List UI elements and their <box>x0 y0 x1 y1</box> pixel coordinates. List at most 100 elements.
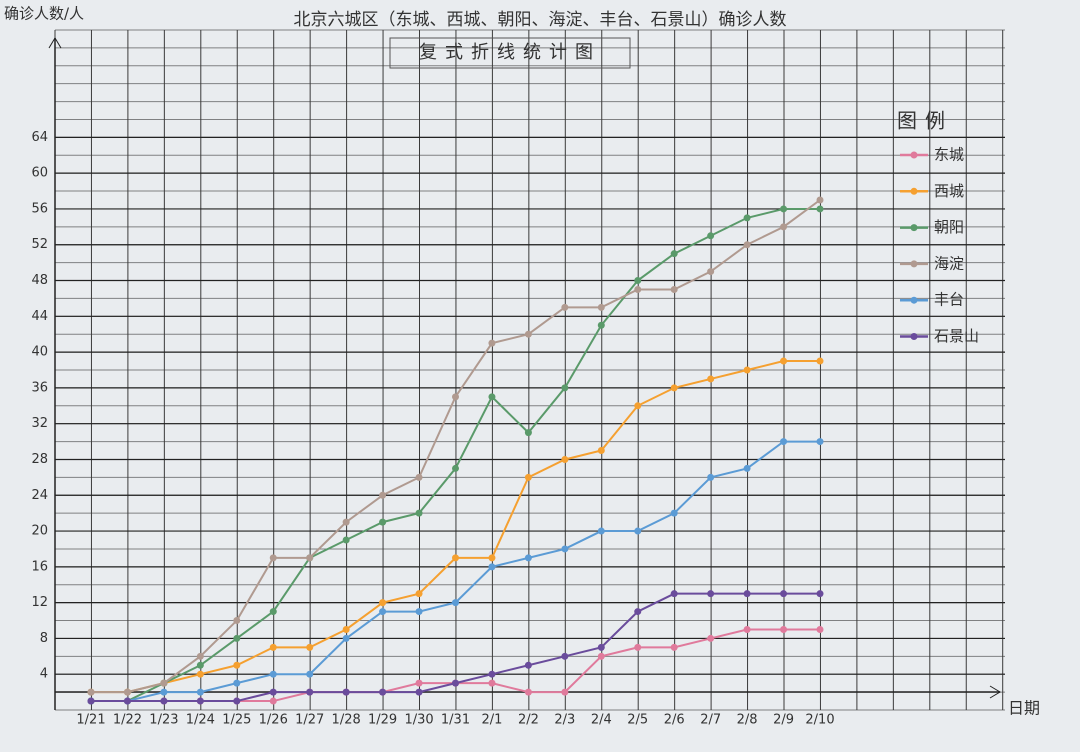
x-tick-label: 2/8 <box>737 713 758 728</box>
data-point <box>816 357 824 365</box>
data-point <box>306 554 314 562</box>
data-point <box>452 599 459 607</box>
y-tick-label: 8 <box>40 631 48 646</box>
data-point <box>670 509 678 517</box>
data-point <box>634 527 642 535</box>
data-point <box>415 590 423 598</box>
data-point <box>780 590 788 598</box>
data-point <box>488 554 496 562</box>
data-point <box>342 688 350 696</box>
chart-subtitle: 复式折线统计图 <box>419 42 601 63</box>
x-tick-label: 1/29 <box>368 713 397 728</box>
x-tick-label: 1/26 <box>259 713 288 728</box>
y-tick-label: 64 <box>31 130 48 145</box>
x-tick-label: 1/22 <box>113 713 142 728</box>
subtitle-box <box>389 37 631 69</box>
x-tick-label: 2/10 <box>805 713 834 728</box>
x-tick-label: 1/21 <box>76 713 105 728</box>
data-point <box>670 384 678 392</box>
y-tick-label: 24 <box>31 488 48 503</box>
y-tick-label: 36 <box>31 380 48 395</box>
data-point <box>233 679 241 687</box>
data-point <box>561 455 569 463</box>
data-point <box>524 661 532 669</box>
data-point <box>488 670 496 678</box>
data-point <box>634 402 642 410</box>
data-point <box>415 679 423 687</box>
data-point <box>561 688 569 696</box>
data-point <box>743 590 751 598</box>
data-point <box>561 652 569 660</box>
data-point <box>707 634 715 642</box>
data-point <box>342 625 350 633</box>
legend-marker <box>910 296 918 304</box>
legend-label: 海淀 <box>934 254 964 272</box>
y-tick-label: 12 <box>31 595 48 610</box>
data-point <box>561 545 569 553</box>
x-tick-label: 2/4 <box>591 713 612 728</box>
data-point <box>379 688 387 696</box>
data-point <box>269 554 277 562</box>
data-point <box>87 697 95 705</box>
data-point <box>160 688 168 696</box>
x-axis-label: 日期 <box>1008 699 1040 718</box>
data-point <box>670 285 678 293</box>
x-tick-label: 1/31 <box>441 713 470 728</box>
data-point <box>707 268 715 276</box>
data-point <box>123 697 131 705</box>
x-tick-label: 1/25 <box>222 713 251 728</box>
data-point <box>634 285 642 293</box>
data-point <box>597 652 605 660</box>
data-point <box>707 590 715 598</box>
data-point <box>670 643 678 651</box>
data-point <box>452 393 459 401</box>
data-point <box>780 357 788 365</box>
data-point <box>707 375 715 383</box>
data-point <box>196 661 204 669</box>
x-tick-label: 1/24 <box>186 713 215 728</box>
data-point <box>415 608 423 616</box>
y-tick-label: 40 <box>31 345 48 360</box>
x-tick-label: 2/6 <box>664 713 685 728</box>
x-tick-label: 2/9 <box>773 713 794 728</box>
x-tick-label: 2/1 <box>481 713 502 728</box>
data-point <box>561 384 569 392</box>
data-point <box>379 491 387 499</box>
legend-marker <box>910 187 918 195</box>
y-tick-label: 16 <box>31 559 48 574</box>
data-point <box>233 661 241 669</box>
data-point <box>196 688 204 696</box>
data-point <box>816 438 824 446</box>
data-point <box>780 205 788 213</box>
legend-label: 东城 <box>934 146 964 164</box>
x-tick-label: 2/7 <box>700 713 721 728</box>
legend-marker <box>910 151 918 159</box>
y-tick-label: 4 <box>40 667 48 682</box>
data-point <box>816 625 824 633</box>
data-point <box>743 214 751 222</box>
data-point <box>452 464 459 472</box>
legend-marker <box>910 224 918 232</box>
data-point <box>488 393 496 401</box>
data-point <box>306 670 314 678</box>
data-point <box>816 196 824 204</box>
data-point <box>780 223 788 231</box>
y-tick-label: 60 <box>31 166 48 181</box>
data-point <box>269 608 277 616</box>
data-point <box>780 438 788 446</box>
y-axis-label: 确诊人数/人 <box>4 5 84 23</box>
data-point <box>196 697 204 705</box>
x-axis-arrow <box>989 685 1001 699</box>
data-point <box>597 527 605 535</box>
data-point <box>233 697 241 705</box>
y-tick-label: 48 <box>31 273 48 288</box>
data-point <box>634 608 642 616</box>
data-point <box>634 277 642 285</box>
data-point <box>597 303 605 311</box>
data-point <box>488 339 496 347</box>
legend-title: 图例 <box>897 109 953 133</box>
data-point <box>597 447 605 455</box>
data-point <box>597 321 605 329</box>
data-point <box>415 473 423 481</box>
data-point <box>670 590 678 598</box>
